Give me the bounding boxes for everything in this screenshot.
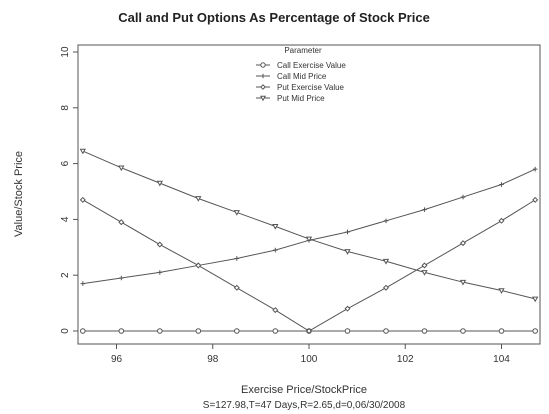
- legend-item: Put Mid Price: [256, 94, 325, 103]
- data-point: [498, 217, 505, 224]
- data-point: [460, 328, 466, 334]
- data-point: [79, 196, 86, 203]
- x-axis-subtitle: S=127.98,T=47 Days,R=2.65,d=0,06/30/2008: [203, 400, 406, 411]
- data-point: [272, 328, 279, 334]
- legend-marker: [259, 95, 267, 102]
- legend-marker: [260, 62, 266, 68]
- data-point: [383, 218, 389, 224]
- legend-label: Put Exercise Value: [277, 83, 345, 92]
- legend-item: Put Exercise Value: [256, 83, 345, 92]
- legend-marker: [260, 84, 266, 90]
- data-point: [272, 307, 279, 314]
- data-point: [305, 236, 313, 243]
- legend: Parameter Call Exercise Value Call Mid Pr…: [256, 46, 346, 103]
- data-point: [118, 219, 125, 226]
- data-point: [156, 180, 163, 187]
- series-4: [79, 148, 539, 303]
- data-point: [422, 207, 427, 212]
- data-point: [532, 296, 539, 303]
- series-3: [79, 196, 539, 335]
- data-point: [345, 229, 350, 235]
- y-tick-label: 0: [60, 328, 71, 334]
- data-point: [118, 165, 125, 172]
- data-point: [532, 196, 539, 203]
- y-tick-label: 2: [60, 272, 71, 278]
- y-tick-label: 6: [60, 160, 71, 166]
- data-point: [79, 148, 86, 155]
- y-tick-label: 4: [60, 216, 71, 222]
- data-point: [383, 328, 389, 334]
- data-point: [382, 284, 390, 291]
- series-layer: [79, 148, 539, 335]
- data-point: [532, 166, 538, 172]
- data-point: [80, 328, 86, 334]
- legend-items: Call Exercise Value Call Mid Price Put Exe…: [256, 61, 346, 103]
- data-point: [459, 240, 467, 247]
- x-tick-label: 100: [301, 354, 318, 365]
- legend-title: Parameter: [284, 46, 322, 55]
- x-tick-label: 104: [493, 354, 510, 365]
- x-axis-label: Exercise Price/StockPrice: [241, 384, 367, 396]
- y-axis-label: Value/Stock Price: [13, 151, 25, 237]
- chart-title: Call and Put Options As Percentage of St…: [118, 10, 430, 25]
- data-point: [305, 327, 313, 335]
- series-line: [82, 150, 536, 300]
- data-point: [80, 281, 86, 286]
- data-point: [195, 196, 202, 202]
- data-point: [532, 328, 538, 334]
- x-axis: 96 98 100 102 104: [111, 344, 510, 365]
- data-point: [344, 249, 351, 255]
- legend-item: Call Mid Price: [256, 72, 327, 81]
- data-point: [234, 328, 240, 334]
- data-point: [157, 270, 163, 275]
- data-point: [421, 270, 428, 276]
- data-point: [498, 328, 505, 334]
- data-point: [459, 279, 467, 286]
- data-point: [272, 224, 279, 230]
- data-point: [156, 241, 163, 248]
- series-line: [82, 199, 536, 332]
- x-tick-label: 102: [397, 354, 414, 365]
- data-point: [157, 328, 163, 334]
- data-point: [234, 256, 240, 261]
- data-point: [498, 288, 505, 294]
- x-tick-label: 96: [111, 354, 123, 365]
- series-line: [82, 168, 536, 285]
- data-point: [233, 284, 240, 291]
- data-point: [421, 328, 428, 334]
- data-point: [460, 194, 466, 200]
- data-point: [119, 275, 124, 281]
- x-tick-label: 98: [207, 354, 219, 365]
- data-point: [499, 182, 504, 187]
- data-point: [195, 262, 202, 269]
- legend-label: Put Mid Price: [277, 94, 325, 103]
- data-point: [421, 262, 428, 269]
- legend-item: Call Exercise Value: [256, 61, 346, 70]
- legend-label: Call Exercise Value: [277, 61, 346, 70]
- data-point: [233, 210, 240, 216]
- data-point: [195, 328, 202, 334]
- y-tick-label: 10: [60, 46, 71, 58]
- data-point: [344, 328, 351, 334]
- data-point: [344, 305, 351, 312]
- series-2: [80, 166, 538, 286]
- legend-label: Call Mid Price: [277, 72, 327, 81]
- data-point: [118, 328, 125, 334]
- data-point: [273, 247, 278, 253]
- y-tick-label: 8: [60, 105, 71, 111]
- data-point: [382, 258, 390, 265]
- y-axis: 0 2 4 6 8 10: [60, 46, 78, 334]
- legend-marker: [260, 73, 266, 79]
